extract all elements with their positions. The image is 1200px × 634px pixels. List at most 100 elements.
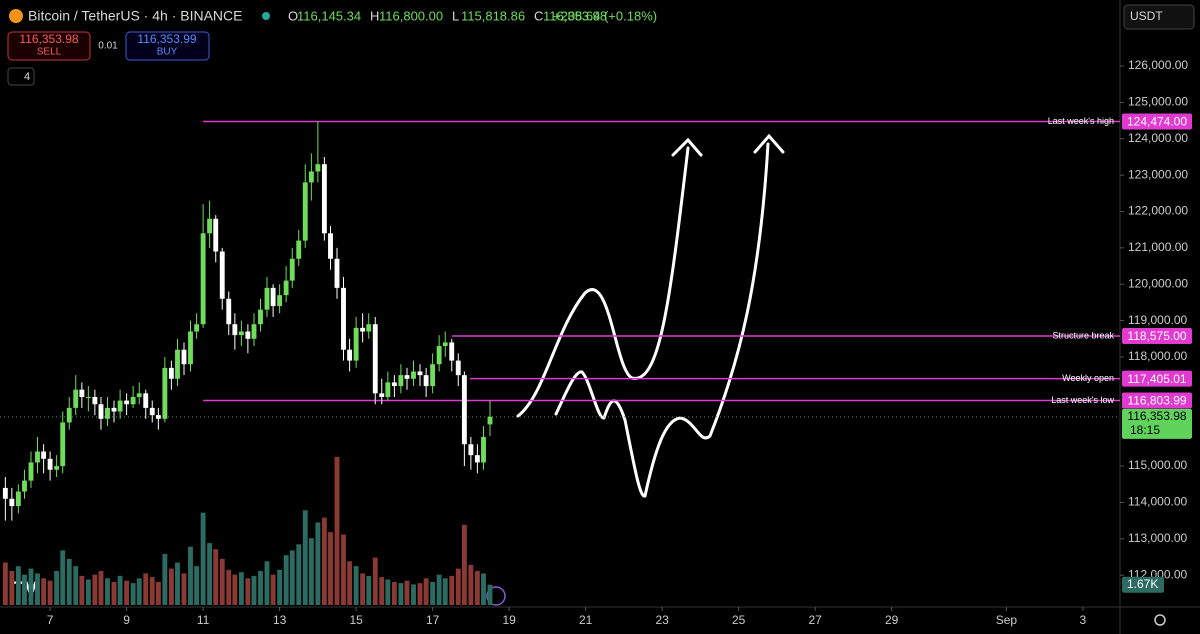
x-tick-label: 11 xyxy=(197,613,210,627)
candle-body xyxy=(130,396,136,405)
candle-body xyxy=(423,375,429,387)
candle-body xyxy=(270,287,276,307)
arrow-path xyxy=(516,146,690,418)
candle-body xyxy=(481,436,486,463)
y-tick-label: 119,000.00 xyxy=(1128,313,1187,327)
candle-body xyxy=(92,396,98,405)
candle-body xyxy=(328,233,333,259)
volume-bar xyxy=(353,566,359,605)
volume-bar xyxy=(15,566,21,605)
candle-body xyxy=(308,171,314,183)
countdown: 18:15 xyxy=(1130,423,1160,437)
volume-bar xyxy=(200,512,206,605)
candle-body xyxy=(213,218,219,252)
volume-bar xyxy=(341,534,346,605)
volume-bar xyxy=(54,571,60,605)
level-name: Structure break xyxy=(1052,330,1114,340)
volume-bar xyxy=(143,573,149,605)
candle-body xyxy=(200,233,206,325)
y-tick-label: 125,000.00 xyxy=(1128,95,1188,109)
y-tick-label: 126,000.00 xyxy=(1128,58,1188,72)
y-tick-label: 122,000.00 xyxy=(1128,204,1188,218)
candle-body xyxy=(245,331,251,339)
volume-tag-label: 1.67K xyxy=(1127,577,1158,591)
volume-bar xyxy=(264,561,270,605)
level-tag xyxy=(1122,113,1192,130)
volume-bar xyxy=(283,555,289,605)
x-tick-label: 29 xyxy=(885,613,899,627)
arrowhead xyxy=(753,133,785,154)
volume-bar xyxy=(238,572,244,605)
candle-body xyxy=(398,375,404,387)
candle-body xyxy=(455,360,461,376)
buy-price: 116,353.99 xyxy=(137,32,196,46)
volume-bar xyxy=(372,557,378,605)
currency-select[interactable] xyxy=(1123,4,1195,30)
volume-bar xyxy=(411,584,416,605)
last-price-tag xyxy=(1122,408,1192,439)
candle-body xyxy=(258,309,263,325)
volume-bar xyxy=(385,579,391,605)
volume-bar xyxy=(41,578,47,605)
candle-body xyxy=(417,371,423,376)
ohlc-value: 116,145.34 xyxy=(297,8,361,23)
volume-bar xyxy=(207,543,213,605)
volume-bar xyxy=(22,574,27,605)
volume-bar xyxy=(391,581,397,605)
level-tag xyxy=(1122,328,1192,345)
candle-body xyxy=(54,466,60,470)
candle-body xyxy=(334,258,340,288)
candle-body xyxy=(468,444,474,456)
settings-icon[interactable] xyxy=(1154,614,1166,626)
spread: 0.01 xyxy=(98,41,118,52)
volume-bar xyxy=(149,577,155,605)
volume-bar xyxy=(461,524,467,605)
volume-bar xyxy=(277,569,283,605)
candle-body xyxy=(111,407,117,412)
buy-label: BUY xyxy=(157,47,178,58)
volume-bar xyxy=(111,581,117,605)
volume-bar xyxy=(334,456,340,605)
candle-body xyxy=(136,393,142,397)
y-tick-label: 120,000.00 xyxy=(1128,276,1188,290)
replay-icon[interactable] xyxy=(486,586,506,606)
candle-body xyxy=(238,331,244,336)
volume-bar xyxy=(379,577,385,605)
candle-body xyxy=(117,400,123,412)
x-tick-label: Sep xyxy=(996,613,1018,627)
candle-body xyxy=(22,480,27,492)
volume-bar xyxy=(98,571,104,605)
volume-bar xyxy=(85,579,91,605)
volume-bar xyxy=(226,569,232,605)
volume-bar xyxy=(289,550,295,605)
volume-bar xyxy=(474,571,480,605)
x-tick-label: 17 xyxy=(426,613,440,627)
indicator-toggle[interactable] xyxy=(7,67,35,86)
candle-body xyxy=(296,240,302,259)
volume-bar xyxy=(66,558,72,605)
buy-button[interactable] xyxy=(125,31,210,61)
candle-body xyxy=(162,367,168,419)
candle-body xyxy=(461,375,467,445)
volume-bar xyxy=(2,562,8,605)
level-name: Weekly open xyxy=(1062,373,1114,383)
candle-body xyxy=(366,324,372,332)
volume-bar xyxy=(302,510,308,605)
candle-body xyxy=(66,407,72,423)
candle-body xyxy=(194,324,200,332)
x-tick-label: 23 xyxy=(655,613,669,627)
candle-body xyxy=(474,455,480,463)
candle-body xyxy=(79,389,85,397)
candle-body xyxy=(385,382,391,397)
volume-bar xyxy=(366,575,372,605)
volume-bar xyxy=(155,581,161,605)
level-tag xyxy=(1122,392,1192,409)
candle-body xyxy=(60,422,66,467)
candle-body xyxy=(47,458,53,470)
ohlc-value: 116,353.98 xyxy=(543,8,607,23)
candle-body xyxy=(360,327,366,332)
candle-body xyxy=(155,415,161,419)
sell-button[interactable] xyxy=(7,31,91,61)
